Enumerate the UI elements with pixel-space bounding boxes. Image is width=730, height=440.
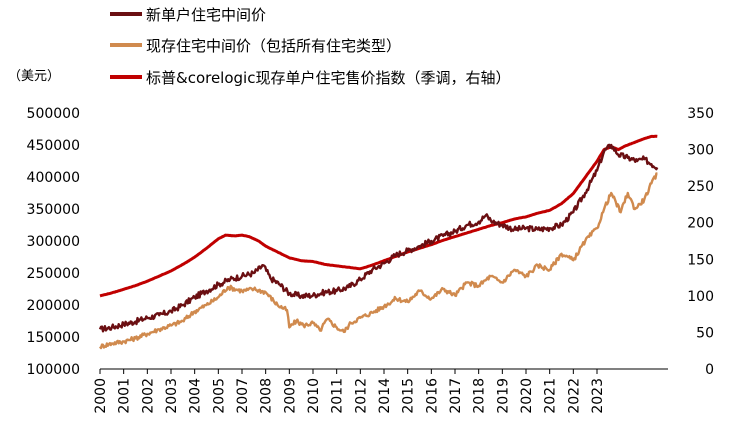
y-left-tick-label: 450000 — [27, 138, 80, 154]
x-tick-label: 2020 — [519, 378, 535, 414]
y-axis-left: 100000 150000 200000 250000 300000 350000 4000… — [27, 106, 80, 378]
x-tick-label: 2022 — [566, 378, 582, 414]
y-left-tick-label: 300000 — [27, 234, 80, 250]
x-tick-label: 2015 — [401, 378, 417, 414]
x-tick-label: 2007 — [235, 378, 251, 414]
legend-item-new-home: 新单户住宅中间价 — [110, 6, 266, 24]
legend-item-price-index: 标普&corelogic现存单户住宅售价指数（季调，右轴） — [110, 69, 510, 87]
series-line-1 — [99, 172, 658, 350]
y-left-tick-label: 100000 — [27, 362, 80, 378]
y-left-tick-label: 400000 — [27, 170, 80, 186]
x-tick-label: 2002 — [140, 378, 156, 414]
x-tick-label: 2009 — [282, 378, 298, 414]
y-right-tick-label: 200 — [687, 216, 714, 232]
x-tick-label: 2016 — [424, 378, 440, 414]
series-line-2 — [99, 134, 658, 298]
x-tick-label: 2004 — [188, 378, 204, 414]
x-tick-label: 2010 — [306, 378, 322, 414]
x-axis: 2000 2001 2002 2003 2004 2005 2007 2008 2009 2010… — [93, 368, 668, 414]
x-tick-label: 2014 — [377, 378, 393, 414]
legend: 新单户住宅中间价 现存住宅中间价（包括所有住宅类型） 标普&corelogic现… — [110, 6, 510, 87]
y-right-tick-label: 250 — [687, 179, 714, 195]
y-axis-right: 0 50 100 150 200 250 300 350 — [687, 106, 714, 378]
y-right-tick-label: 300 — [687, 143, 714, 159]
x-tick-label: 2012 — [353, 378, 369, 414]
legend-label: 标普&corelogic现存单户住宅售价指数（季调，右轴） — [146, 69, 510, 87]
x-tick-label: 2023 — [590, 378, 606, 414]
x-tick-label: 2000 — [93, 378, 109, 414]
y-right-tick-label: 50 — [696, 325, 714, 341]
y-left-tick-label: 150000 — [27, 330, 80, 346]
series-line-0 — [98, 143, 659, 333]
x-tick-label: 2017 — [448, 378, 464, 414]
legend-label: 新单户住宅中间价 — [146, 6, 266, 24]
x-tick-label: 2001 — [117, 378, 133, 414]
x-tick-label: 2011 — [330, 378, 346, 414]
x-tick-label: 2008 — [259, 378, 275, 414]
x-tick-label: 2003 — [164, 378, 180, 414]
y-right-tick-label: 0 — [705, 362, 714, 378]
x-tick-label: 2018 — [472, 378, 488, 414]
y-right-tick-label: 100 — [687, 289, 714, 305]
y-right-tick-label: 150 — [687, 252, 714, 268]
y-left-tick-label: 500000 — [27, 106, 80, 122]
x-tick-label: 2019 — [495, 378, 511, 414]
y-unit-label: （美元） — [8, 69, 60, 84]
y-left-tick-label: 250000 — [27, 266, 80, 282]
x-tick-label: 2005 — [211, 378, 227, 414]
legend-item-existing-home: 现存住宅中间价（包括所有住宅类型） — [110, 37, 401, 55]
x-tick-label: 2021 — [543, 378, 559, 414]
legend-label: 现存住宅中间价（包括所有住宅类型） — [146, 37, 401, 55]
y-right-tick-label: 350 — [687, 106, 714, 122]
series-layer — [98, 134, 659, 350]
y-left-tick-label: 200000 — [27, 298, 80, 314]
y-left-tick-label: 350000 — [27, 202, 80, 218]
